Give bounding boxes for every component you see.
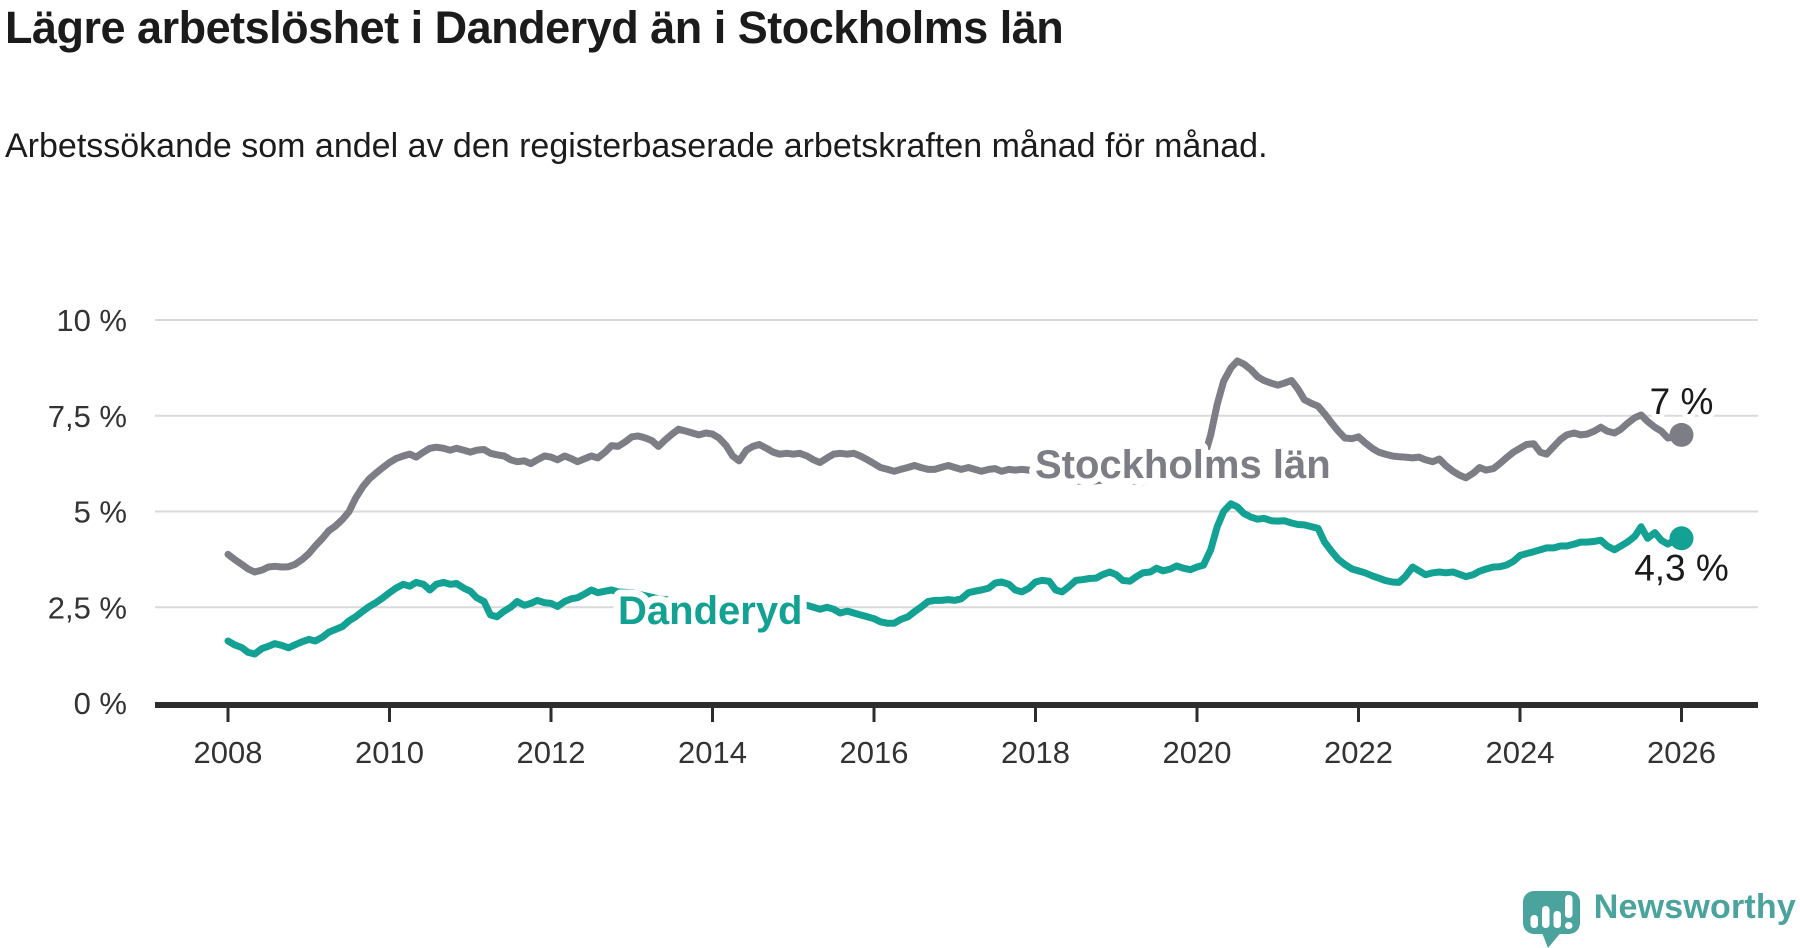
x-tick-label-2020: 2020 bbox=[1163, 735, 1232, 770]
x-tick-label-2026: 2026 bbox=[1647, 735, 1716, 770]
end-dot-stockholms-lan bbox=[1669, 422, 1694, 447]
chart-subtitle: Arbetssökande som andel av den registerb… bbox=[5, 127, 1268, 165]
newsworthy-logo-icon bbox=[1522, 891, 1580, 948]
x-tick-label-2022: 2022 bbox=[1324, 735, 1393, 770]
newsworthy-branding[interactable]: Newsworthy bbox=[1522, 878, 1796, 948]
y-tick-label-7.5: 7,5 % bbox=[48, 399, 127, 434]
x-tick-label-2016: 2016 bbox=[840, 735, 909, 770]
series-label-danderyd: Danderyd bbox=[618, 589, 803, 633]
x-tick-label-2010: 2010 bbox=[355, 735, 424, 770]
series-line-danderyd bbox=[224, 500, 1685, 658]
x-tick-label-2024: 2024 bbox=[1486, 735, 1555, 770]
end-value-label-danderyd: 4,3 % bbox=[1634, 547, 1729, 588]
series-line-stockholms-lan bbox=[224, 357, 1685, 576]
x-tick-label-2018: 2018 bbox=[1001, 735, 1070, 770]
chart-title: Lägre arbetslöshet i Danderyd än i Stock… bbox=[5, 2, 1064, 53]
x-tick-label-2014: 2014 bbox=[678, 735, 747, 770]
series-label-stockholms-lan: Stockholms län bbox=[1035, 443, 1331, 487]
x-tick-label-2012: 2012 bbox=[517, 735, 586, 770]
newsworthy-brand-name: Newsworthy bbox=[1593, 887, 1796, 926]
y-tick-label-10: 10 % bbox=[56, 303, 127, 338]
x-tick-label-2008: 2008 bbox=[194, 735, 263, 770]
end-value-label-stockholms-lan: 7 % bbox=[1650, 381, 1714, 422]
y-tick-label-5: 5 % bbox=[74, 495, 127, 530]
end-dot-danderyd bbox=[1669, 526, 1694, 551]
y-tick-label-0: 0 % bbox=[74, 686, 127, 721]
y-tick-label-2.5: 2,5 % bbox=[48, 590, 127, 625]
